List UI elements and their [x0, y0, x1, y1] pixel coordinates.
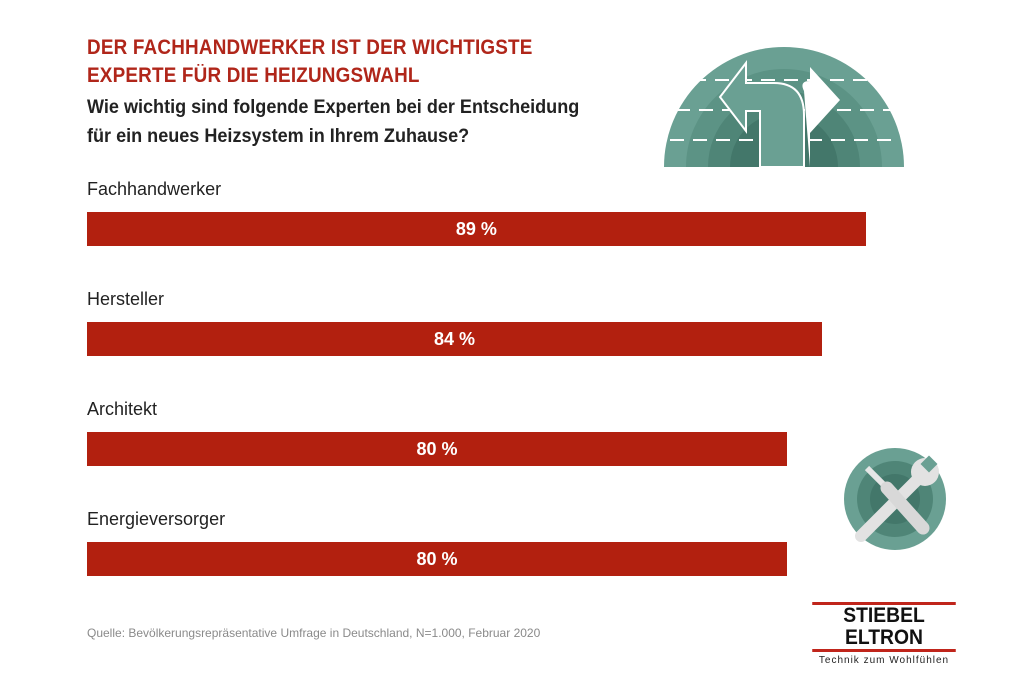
bar	[87, 212, 866, 246]
bar	[87, 322, 822, 356]
bar-value-label: 80 %	[416, 549, 458, 569]
bar	[87, 432, 787, 466]
category-label: Architekt	[87, 399, 158, 419]
title-line-2: EXPERTE FÜR DIE HEIZUNGSWAHL	[87, 64, 420, 87]
source-note: Quelle: Bevölkerungsrepräsentative Umfra…	[87, 626, 541, 640]
title-line-1: DER FACHHANDWERKER IST DER WICHTIGSTE	[87, 36, 533, 59]
bar	[87, 542, 787, 576]
category-label: Fachhandwerker	[87, 179, 222, 199]
brand-logo: STIEBEL ELTRON Technik zum Wohlfühlen	[806, 602, 962, 666]
brand-tagline: Technik zum Wohlfühlen	[818, 655, 950, 666]
road-fork-icon	[664, 47, 904, 167]
bar-value-label: 84 %	[433, 329, 476, 349]
brand-name: STIEBEL ELTRON	[812, 602, 956, 652]
category-label: Hersteller	[87, 289, 165, 309]
tools-icon	[844, 448, 946, 550]
question-line-2: für ein neues Heizsystem in Ihrem Zuhaus…	[87, 126, 470, 147]
bar-value-label: 80 %	[416, 439, 458, 459]
question-line-1: Wie wichtig sind folgende Experten bei d…	[87, 97, 580, 118]
bar-value-label: 89 %	[455, 219, 497, 239]
category-label: Energieversorger	[87, 509, 226, 529]
